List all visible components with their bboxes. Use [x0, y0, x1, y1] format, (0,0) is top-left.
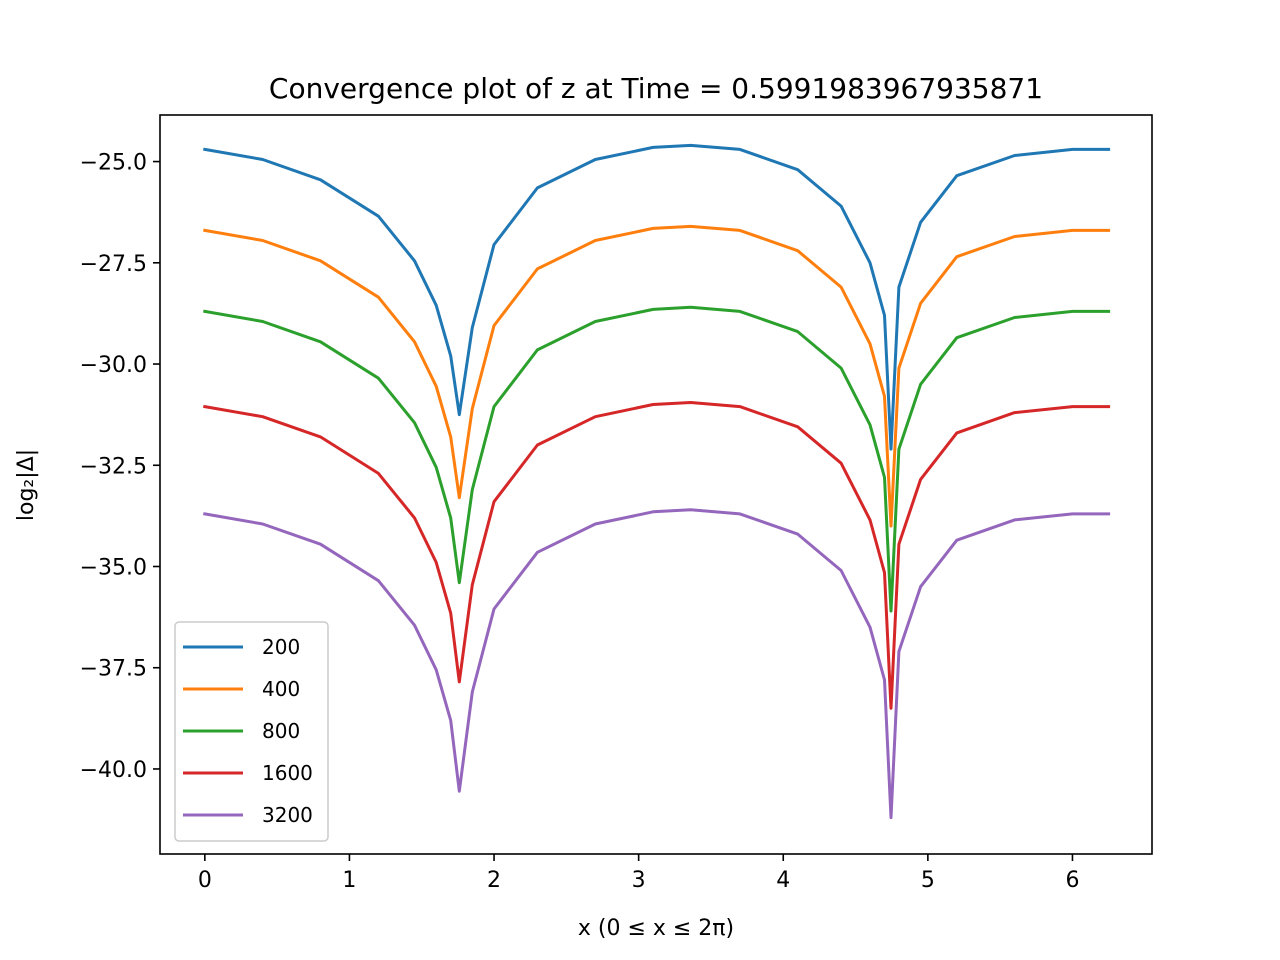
y-tick-label: −30.0 [80, 353, 147, 378]
series-line-1600 [203, 401, 1111, 710]
legend-label: 3200 [262, 803, 313, 827]
legend: 200 400 800 1600 3200 [174, 621, 329, 842]
series-line-200 [203, 143, 1111, 451]
plot-lines [203, 143, 1111, 820]
legend-label: 1600 [262, 761, 313, 785]
y-tick-label: −27.5 [80, 252, 147, 277]
axes-frame [159, 114, 1153, 855]
x-tick-label: 1 [342, 868, 356, 893]
y-axis-label: log₂|Δ| [14, 449, 39, 521]
x-axis-ticks: 0 1 2 3 4 5 6 [198, 854, 1079, 893]
legend-label: 800 [262, 719, 300, 743]
y-axis-ticks: −25.0 −27.5 −30.0 −32.5 −35.0 −37.5 −40.0 [80, 151, 160, 783]
x-tick-label: 2 [487, 868, 501, 893]
x-axis-label: x (0 ≤ x ≤ 2π) [578, 916, 734, 941]
x-tick-label: 3 [632, 868, 646, 893]
y-tick-label: −40.0 [80, 758, 147, 783]
y-tick-label: −37.5 [80, 657, 147, 682]
x-tick-label: 5 [921, 868, 935, 893]
x-tick-label: 6 [1065, 868, 1079, 893]
y-tick-label: −25.0 [80, 151, 147, 176]
y-tick-label: −32.5 [80, 454, 147, 479]
series-line-3200 [203, 508, 1111, 820]
legend-label: 400 [262, 677, 300, 701]
series-line-400 [203, 224, 1111, 528]
y-tick-label: −35.0 [80, 555, 147, 580]
chart-title: Convergence plot of z at Time = 0.599198… [269, 72, 1043, 105]
x-tick-label: 4 [776, 868, 790, 893]
legend-box [174, 621, 329, 842]
legend-label: 200 [262, 635, 300, 659]
x-tick-label: 0 [198, 868, 212, 893]
series-line-800 [203, 305, 1111, 613]
